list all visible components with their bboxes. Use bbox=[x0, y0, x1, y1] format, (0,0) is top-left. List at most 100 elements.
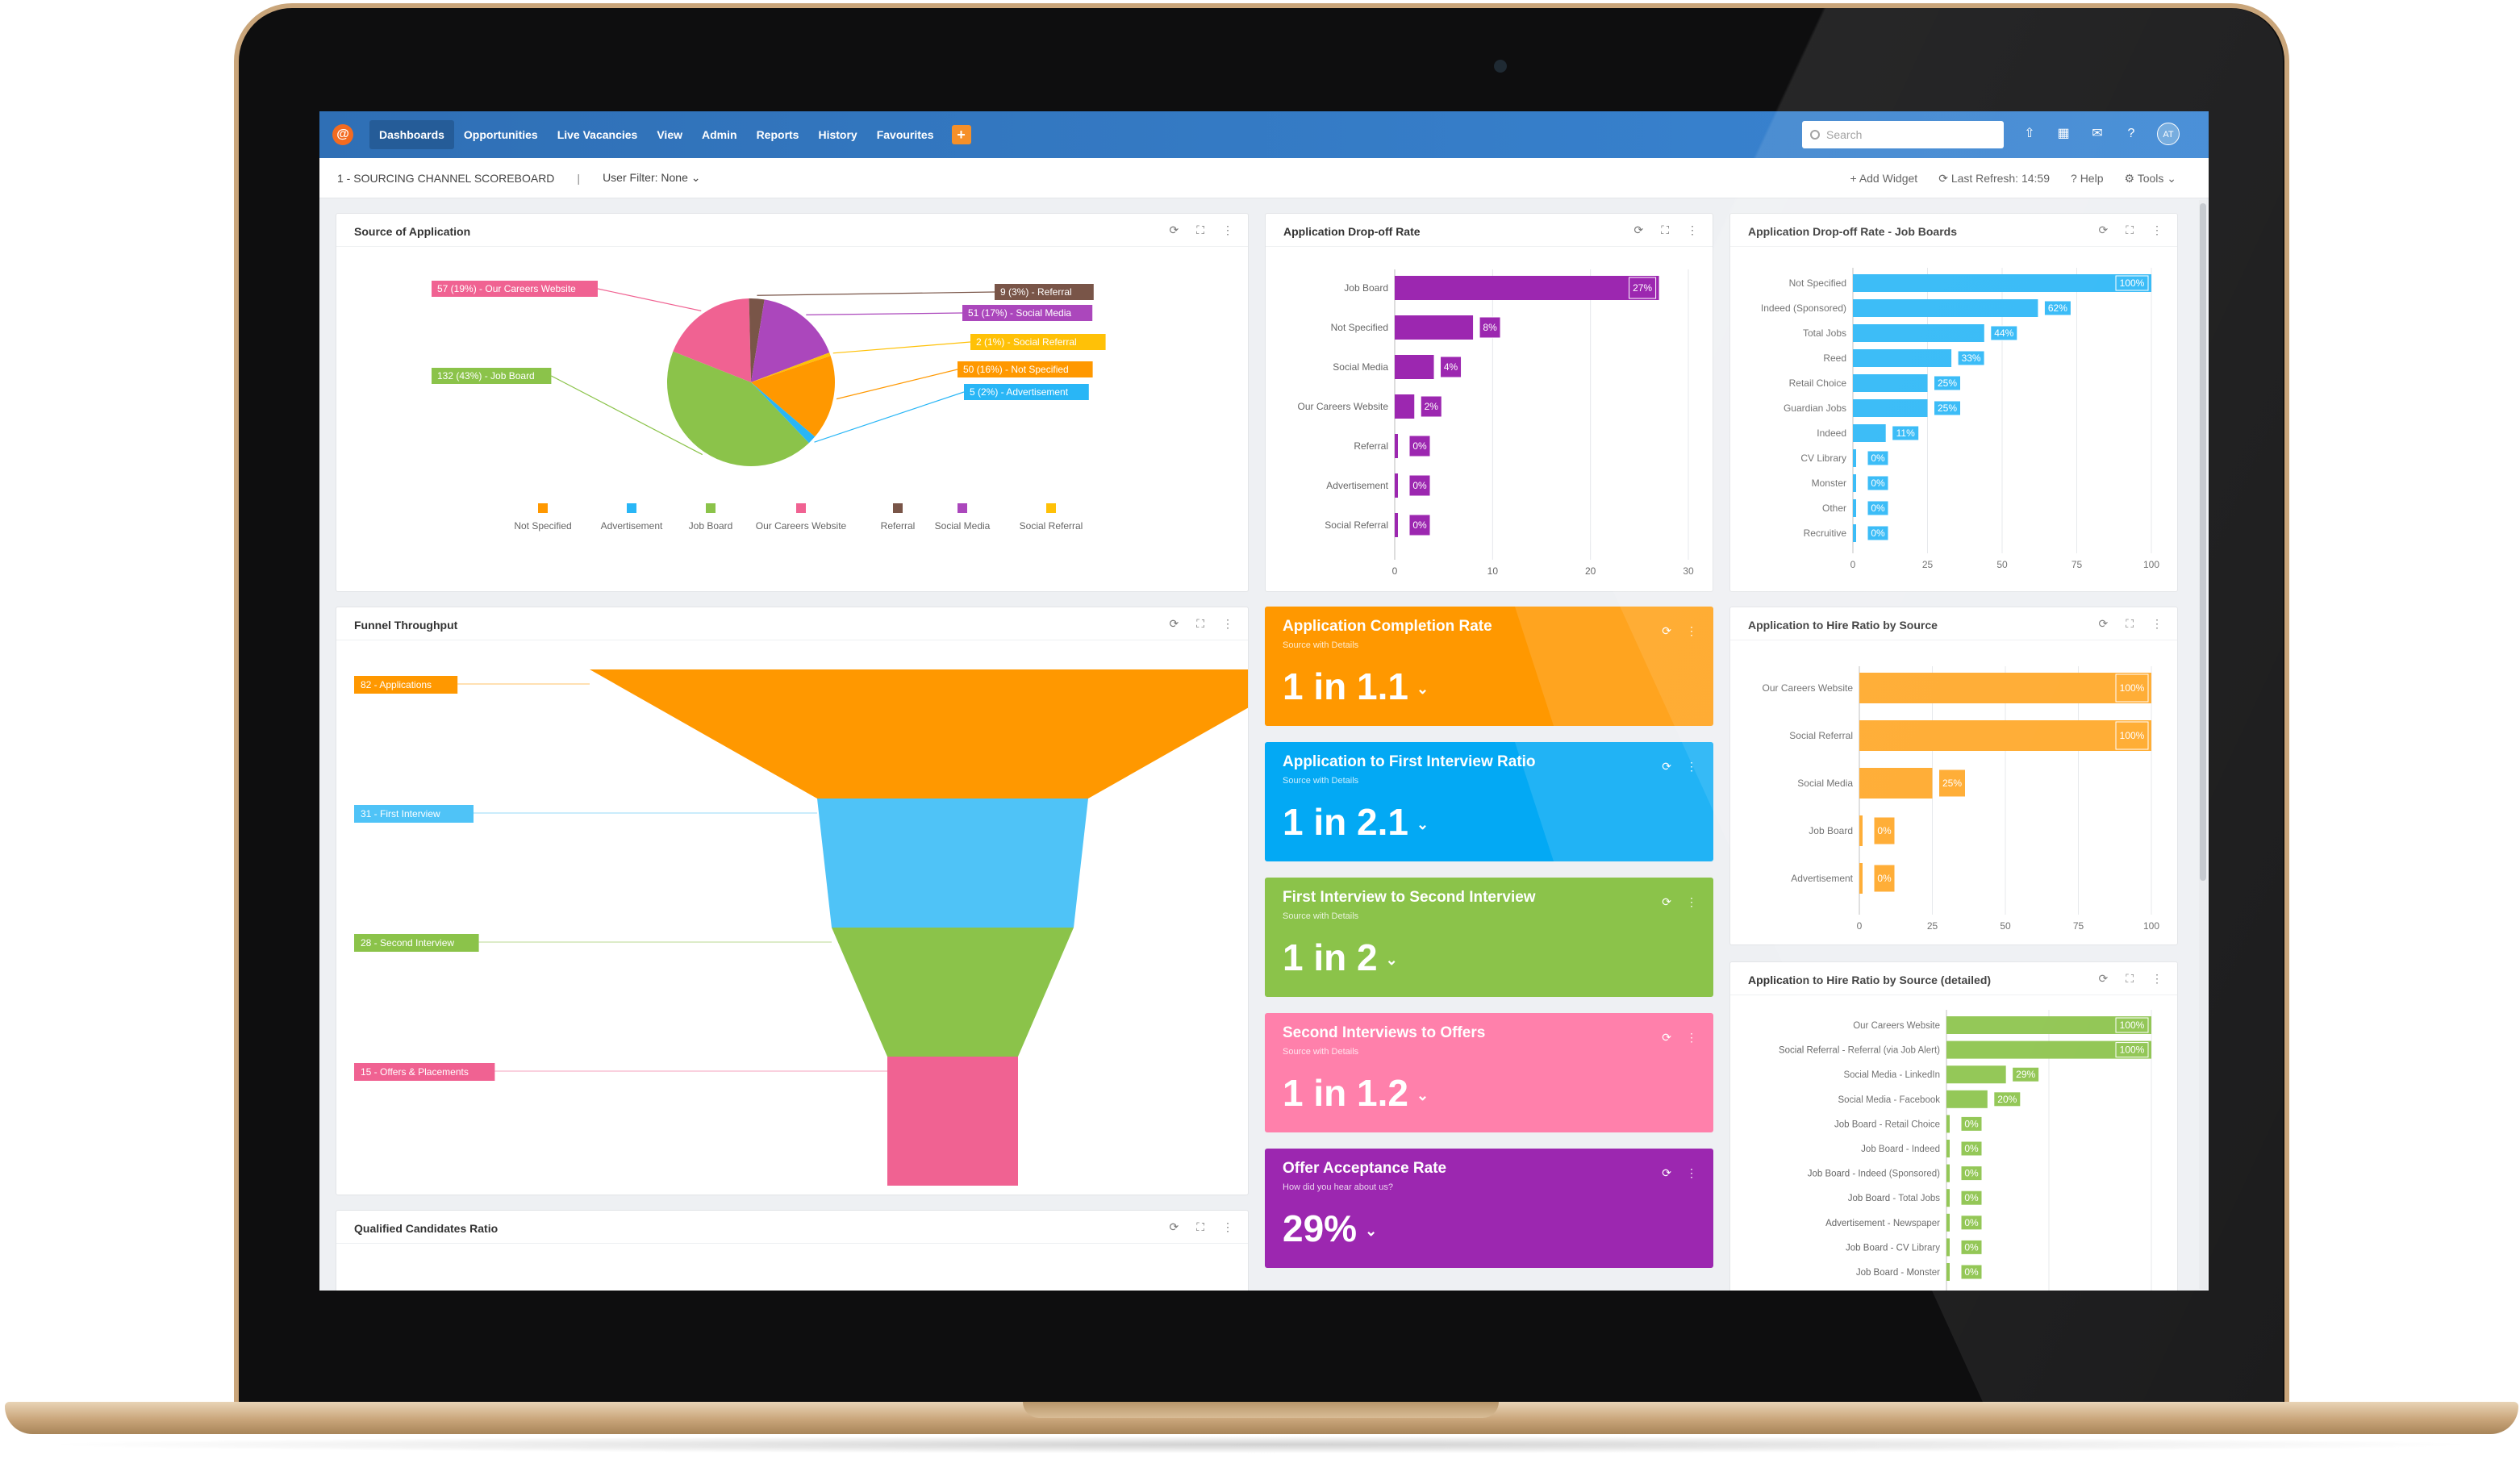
refresh-icon[interactable]: ⟳ bbox=[1662, 624, 1671, 637]
avatar[interactable]: AT bbox=[2157, 123, 2180, 145]
nav-admin[interactable]: Admin bbox=[702, 128, 737, 141]
more-icon[interactable]: ⋮ bbox=[1222, 223, 1233, 236]
expand-icon[interactable]: ⛶ bbox=[1196, 617, 1204, 630]
app-logo-icon[interactable]: @ bbox=[332, 124, 353, 145]
widget-source-of-application: Source of Application ⟳ ⛶ ⋮ 57 (19%) - Our… bbox=[336, 213, 1249, 592]
x-tick-label: 75 bbox=[2073, 920, 2084, 932]
refresh-icon[interactable]: ⟳ bbox=[1662, 760, 1671, 773]
chevron-down-icon[interactable]: ⌄ bbox=[1365, 1223, 1378, 1240]
nav-favourites[interactable]: Favourites bbox=[876, 128, 934, 141]
expand-icon[interactable]: ⛶ bbox=[1196, 223, 1204, 236]
upload-icon[interactable]: ⇧ bbox=[2024, 127, 2035, 140]
scrollbar-thumb[interactable] bbox=[2200, 203, 2206, 881]
funnel-label-box bbox=[354, 805, 474, 823]
more-icon[interactable]: ⋮ bbox=[1687, 223, 1698, 236]
add-widget-button[interactable]: + Add Widget bbox=[1850, 172, 1918, 185]
bar-label-box bbox=[1934, 375, 1961, 391]
calendar-icon[interactable]: ▦ bbox=[2057, 127, 2070, 140]
card-controls: ⟳ ⋮ bbox=[1662, 1166, 1697, 1180]
more-icon[interactable]: ⋮ bbox=[1686, 760, 1697, 773]
pie-leader-line bbox=[806, 312, 963, 315]
stat-card-first-interview-ratio[interactable]: Application to First Interview Ratio Sou… bbox=[1265, 742, 1713, 861]
chevron-down-icon[interactable]: ⌄ bbox=[1416, 1087, 1429, 1104]
chevron-down-icon: ⌄ bbox=[2167, 171, 2176, 185]
stat-card-second-interview[interactable]: First Interview to Second Interview Sour… bbox=[1265, 878, 1713, 997]
more-icon[interactable]: ⋮ bbox=[1686, 624, 1697, 637]
app-screen: @ Dashboards Opportunities Live Vacancie… bbox=[319, 111, 2209, 1291]
expand-icon[interactable]: ⛶ bbox=[2126, 223, 2134, 236]
legend-swatch bbox=[1046, 503, 1056, 513]
chevron-down-icon[interactable]: ⌄ bbox=[1416, 681, 1429, 698]
more-icon[interactable]: ⋮ bbox=[2151, 972, 2163, 985]
refresh-icon[interactable]: ⟳ bbox=[1662, 895, 1671, 908]
refresh-icon[interactable]: ⟳ bbox=[1662, 1166, 1671, 1179]
bar-data-label: 0% bbox=[1877, 825, 1892, 836]
help-icon[interactable]: ? bbox=[2127, 127, 2135, 140]
more-icon[interactable]: ⋮ bbox=[1686, 1166, 1697, 1179]
y-category-label: Job Board - Indeed (Sponsored) bbox=[1808, 1170, 1940, 1179]
bar bbox=[1853, 324, 1984, 342]
y-category-label: Advertisement bbox=[1326, 480, 1388, 491]
refresh-icon[interactable]: ⟳ bbox=[1169, 223, 1179, 236]
expand-icon[interactable]: ⛶ bbox=[2126, 972, 2134, 985]
y-category-label: Social Referral bbox=[1325, 519, 1388, 531]
more-icon[interactable]: ⋮ bbox=[2151, 223, 2163, 236]
card-subtitle: How did you hear about us? bbox=[1283, 1182, 1393, 1192]
refresh-icon[interactable]: ⟳ bbox=[1169, 617, 1179, 630]
card-value-text: 1 in 1.1 bbox=[1283, 665, 1408, 707]
pie-slice bbox=[667, 351, 809, 467]
stat-card-completion-rate[interactable]: Application Completion Rate Source with … bbox=[1265, 607, 1713, 726]
expand-icon[interactable]: ⛶ bbox=[2126, 617, 2134, 630]
scrollbar[interactable] bbox=[2199, 200, 2207, 1289]
widget-title: Source of Application bbox=[354, 225, 471, 238]
refresh-icon[interactable]: ⟳ bbox=[2098, 617, 2109, 630]
refresh-button[interactable]: ⟳ Last Refresh: 14:59 bbox=[1938, 172, 2050, 186]
pie-chart: 57 (19%) - Our Careers Website 9 (3%) - R… bbox=[432, 281, 1106, 532]
expand-icon[interactable]: ⛶ bbox=[1661, 223, 1669, 236]
nav-reports[interactable]: Reports bbox=[756, 128, 799, 141]
top-nav: @ Dashboards Opportunities Live Vacancie… bbox=[319, 111, 2209, 158]
stat-card-interviews-to-offers[interactable]: Second Interviews to Offers Source with … bbox=[1265, 1013, 1713, 1132]
y-category-label: Our Careers Website bbox=[1763, 682, 1854, 694]
nav-history[interactable]: History bbox=[818, 128, 857, 141]
nav-dashboards[interactable]: Dashboards bbox=[369, 120, 454, 149]
refresh-icon[interactable]: ⟳ bbox=[1633, 223, 1644, 236]
add-favourite-button[interactable]: + bbox=[951, 125, 971, 144]
refresh-icon[interactable]: ⟳ bbox=[1662, 1031, 1671, 1044]
widget-title: Application to Hire Ratio by Source (det… bbox=[1748, 974, 1992, 986]
more-icon[interactable]: ⋮ bbox=[2151, 617, 2163, 630]
bar bbox=[1946, 1016, 2151, 1034]
expand-icon[interactable]: ⛶ bbox=[1196, 1220, 1204, 1233]
refresh-icon[interactable]: ⟳ bbox=[2098, 972, 2109, 985]
mail-icon[interactable]: ✉ bbox=[2092, 127, 2103, 140]
more-icon[interactable]: ⋮ bbox=[1222, 1220, 1233, 1233]
bar-label-box bbox=[1934, 400, 1961, 416]
plus-icon: + bbox=[1850, 172, 1857, 185]
help-button[interactable]: ? Help bbox=[2071, 172, 2103, 185]
chevron-down-icon[interactable]: ⌄ bbox=[1416, 816, 1429, 833]
nav-opportunities[interactable]: Opportunities bbox=[463, 128, 538, 141]
nav-view[interactable]: View bbox=[657, 128, 682, 141]
legend-swatch bbox=[627, 503, 636, 513]
refresh-icon[interactable]: ⟳ bbox=[2098, 223, 2109, 236]
card-value-text: 1 in 2 bbox=[1283, 936, 1378, 978]
more-icon[interactable]: ⋮ bbox=[1686, 895, 1697, 908]
more-icon[interactable]: ⋮ bbox=[1686, 1031, 1697, 1044]
bar-label-box bbox=[1440, 356, 1462, 378]
stat-card-offer-acceptance[interactable]: Offer Acceptance Rate How did you hear a… bbox=[1265, 1149, 1713, 1268]
card-title: First Interview to Second Interview bbox=[1283, 889, 1536, 906]
y-category-label: Social Referral - Referral (via Job Aler… bbox=[1779, 1046, 1940, 1056]
tools-button[interactable]: ⚙ Tools ⌄ bbox=[2124, 172, 2176, 186]
bar bbox=[1395, 276, 1659, 300]
refresh-icon[interactable]: ⟳ bbox=[1169, 1220, 1179, 1233]
pie-label-box bbox=[432, 368, 552, 384]
chevron-down-icon[interactable]: ⌄ bbox=[1385, 952, 1398, 969]
search-input[interactable]: Search bbox=[1802, 121, 2004, 148]
more-icon[interactable]: ⋮ bbox=[1222, 617, 1233, 630]
nav-live-vacancies[interactable]: Live Vacancies bbox=[557, 128, 638, 141]
y-category-label: Job Board bbox=[1344, 282, 1388, 294]
bar bbox=[1853, 499, 1856, 517]
bar-data-label: 0% bbox=[1412, 480, 1427, 491]
user-filter-dropdown[interactable]: User Filter: None ⌄ bbox=[603, 171, 700, 185]
x-tick-label: 25 bbox=[1922, 559, 1934, 570]
